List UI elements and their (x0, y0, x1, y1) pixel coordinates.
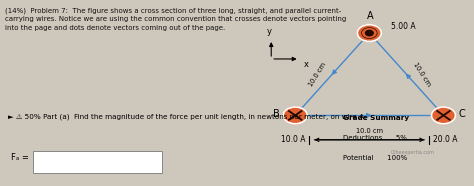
Circle shape (431, 107, 456, 124)
Text: ► ⚠ 50% Part (a)  Find the magnitude of the force per unit length, in newtons pe: ► ⚠ 50% Part (a) Find the magnitude of t… (8, 113, 366, 120)
Text: 10.0 cm: 10.0 cm (412, 61, 431, 87)
Text: B: B (273, 109, 280, 119)
Circle shape (283, 107, 307, 124)
FancyBboxPatch shape (33, 151, 162, 173)
Text: (14%)  Problem 7:  The figure shows a cross section of three long, straight, and: (14%) Problem 7: The figure shows a cros… (5, 7, 346, 31)
Text: A: A (367, 11, 374, 21)
Text: Fₐ =: Fₐ = (11, 153, 29, 162)
Text: Grade Summary: Grade Summary (343, 115, 410, 121)
Text: 10.0 A: 10.0 A (281, 135, 305, 144)
Text: Potential      100%: Potential 100% (343, 155, 408, 161)
Circle shape (357, 25, 381, 41)
Text: 10.0 cm: 10.0 cm (307, 61, 327, 87)
Text: Ctheexpertia.com: Ctheexpertia.com (391, 150, 435, 155)
Text: y: y (266, 27, 272, 36)
Text: 20.0 A: 20.0 A (433, 135, 458, 144)
Text: Deductions      5%: Deductions 5% (343, 135, 407, 141)
Circle shape (365, 30, 373, 36)
Text: C: C (459, 109, 465, 119)
Text: x: x (304, 60, 309, 70)
Text: 10.0 cm: 10.0 cm (356, 128, 383, 134)
Text: 5.00 A: 5.00 A (391, 23, 416, 31)
